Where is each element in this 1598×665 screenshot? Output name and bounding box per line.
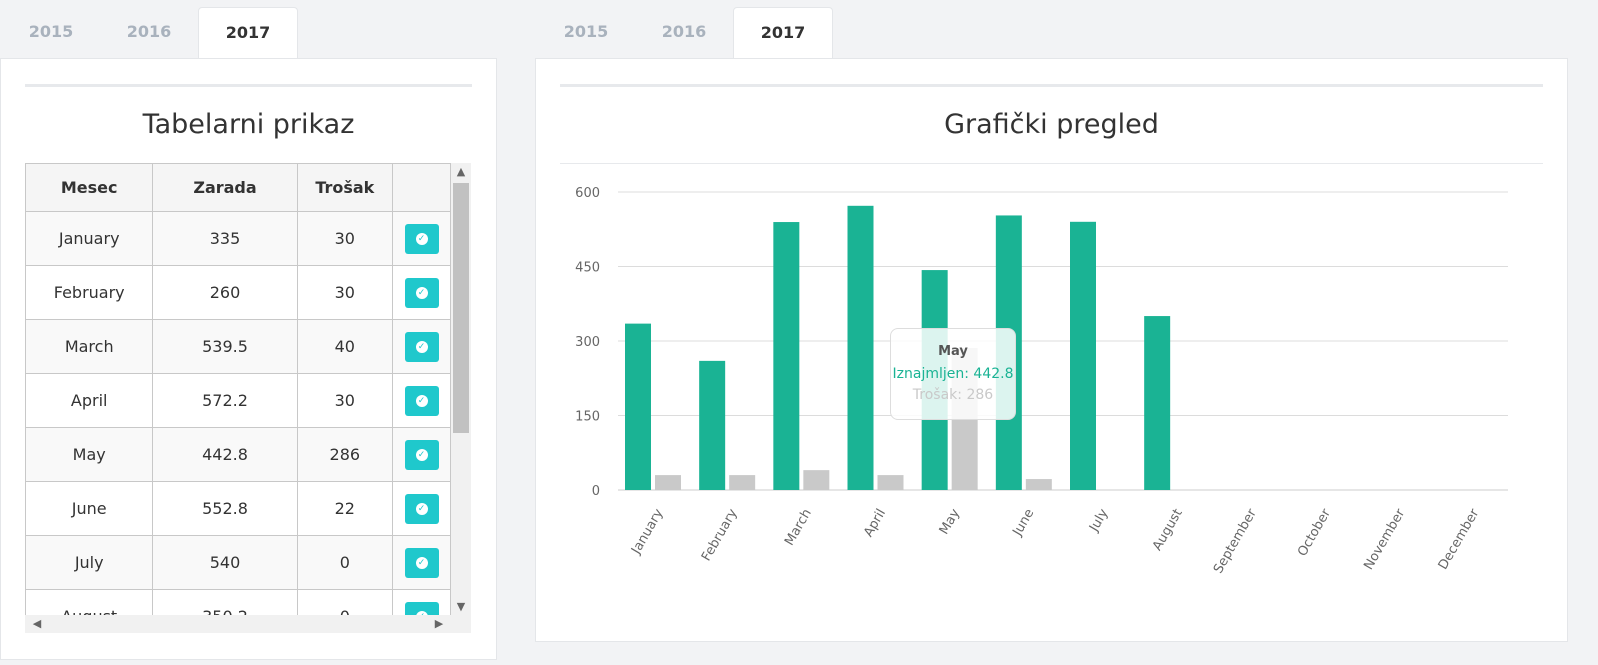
chart-title-separator <box>560 163 1543 164</box>
zarada-cell: 335 <box>152 211 298 266</box>
header-trosak: Trošak <box>296 163 394 212</box>
zarada-cell: 552.8 <box>152 481 298 536</box>
left-tab-2017[interactable]: 2017 <box>198 7 298 58</box>
trosak-cell: 40 <box>296 319 394 374</box>
table-row: August350.20 ✓ <box>25 589 451 615</box>
header-mesec: Mesec <box>25 163 154 212</box>
check-circle-icon: ✓ <box>415 502 428 515</box>
trosak-cell: 0 <box>296 535 394 590</box>
month-cell: April <box>25 373 154 428</box>
chevron-up-icon[interactable]: ▲ <box>456 165 466 178</box>
table-panel-title: Tabelarni prikaz <box>142 109 355 140</box>
table-row: May 442.8 286 ✓ <box>25 427 451 482</box>
action-cell: ✓ <box>392 427 451 482</box>
action-cell: ✓ <box>392 535 451 590</box>
tooltip-month: May <box>938 344 968 359</box>
row-select-button[interactable]: ✓ <box>404 385 439 416</box>
check-circle-icon: ✓ <box>415 394 428 407</box>
right-tab-2016[interactable]: 2016 <box>661 22 707 41</box>
action-cell: ✓ <box>392 265 451 320</box>
check-circle-icon: ✓ <box>415 610 428 615</box>
chart-panel: Grafički pregled <box>535 58 1568 642</box>
action-cell: ✓ <box>392 211 451 266</box>
month-cell: May <box>25 427 154 482</box>
trosak-cell: 286 <box>296 427 394 482</box>
trosak-cell: 0 <box>296 589 394 615</box>
check-circle-icon: ✓ <box>415 340 428 353</box>
table-row: April 572.2 30 ✓ <box>25 373 451 428</box>
row-select-button[interactable]: ✓ <box>404 601 439 615</box>
month-cell: January <box>25 211 154 266</box>
left-tab-2016[interactable]: 2016 <box>126 22 172 41</box>
left-tab-2015[interactable]: 2015 <box>28 22 74 41</box>
trosak-cell: 22 <box>296 481 394 536</box>
chart-panel-title: Grafički pregled <box>944 109 1159 140</box>
chevron-left-icon[interactable]: ◀ <box>32 617 42 630</box>
right-year-tabs: 2015 2016 2017 <box>537 7 833 59</box>
month-cell: August <box>25 589 154 615</box>
table-row: January 335 30 ✓ <box>25 211 451 266</box>
data-table: Mesec Zarada Trošak January 335 30 ✓ Februar… <box>25 163 451 615</box>
tooltip-cost: Trošak: 286 <box>912 387 994 403</box>
tooltip-income: Iznajmljen: 442.8 <box>892 366 1014 382</box>
month-cell: July <box>25 535 154 590</box>
table-row: July 540 0 ✓ <box>25 535 451 590</box>
zarada-cell: 350.2 <box>152 589 298 615</box>
month-cell: March <box>25 319 154 374</box>
check-circle-icon: ✓ <box>415 232 428 245</box>
action-cell: ✓ <box>392 373 451 428</box>
zarada-cell: 260 <box>152 265 298 320</box>
panel-top-line <box>560 84 1543 87</box>
table-scroll-area: Mesec Zarada Trošak January 335 30 ✓ Februar… <box>25 163 451 615</box>
zarada-cell: 540 <box>152 535 298 590</box>
chart-tooltip: May Iznajmljen: 442.8 Trošak: 286 <box>890 328 1016 420</box>
check-circle-icon: ✓ <box>415 556 428 569</box>
month-cell: February <box>25 265 154 320</box>
check-circle-icon: ✓ <box>415 448 428 461</box>
scrollbar-thumb[interactable] <box>453 183 469 433</box>
chevron-right-icon[interactable]: ▶ <box>434 617 444 630</box>
table-row: March 539.5 40 ✓ <box>25 319 451 374</box>
panel-top-line <box>25 84 472 87</box>
header-action <box>392 163 451 212</box>
zarada-cell: 442.8 <box>152 427 298 482</box>
trosak-cell: 30 <box>296 211 394 266</box>
table-body: January 335 30 ✓ February 260 30 ✓ March 539.5 40 ✓… <box>25 211 451 615</box>
row-select-button[interactable]: ✓ <box>404 223 439 254</box>
row-select-button[interactable]: ✓ <box>404 331 439 362</box>
table-row: June 552.8 22 ✓ <box>25 481 451 536</box>
header-zarada: Zarada <box>152 163 298 212</box>
chevron-down-icon[interactable]: ▼ <box>456 600 466 613</box>
check-circle-icon: ✓ <box>415 286 428 299</box>
zarada-cell: 539.5 <box>152 319 298 374</box>
row-select-button[interactable]: ✓ <box>404 493 439 524</box>
action-cell: ✓ <box>392 589 451 615</box>
right-tab-2015[interactable]: 2015 <box>563 22 609 41</box>
zarada-cell: 572.2 <box>152 373 298 428</box>
table-row: February 260 30 ✓ <box>25 265 451 320</box>
table-header-row: Mesec Zarada Trošak <box>25 163 451 212</box>
action-cell: ✓ <box>392 481 451 536</box>
right-tab-2017[interactable]: 2017 <box>733 7 833 58</box>
vertical-scrollbar[interactable]: ▲ ▼ <box>451 163 471 615</box>
action-cell: ✓ <box>392 319 451 374</box>
row-select-button[interactable]: ✓ <box>404 277 439 308</box>
row-select-button[interactable]: ✓ <box>404 547 439 578</box>
trosak-cell: 30 <box>296 373 394 428</box>
left-year-tabs: 2015 2016 2017 <box>2 7 298 59</box>
trosak-cell: 30 <box>296 265 394 320</box>
row-select-button[interactable]: ✓ <box>404 439 439 470</box>
horizontal-scrollbar[interactable]: ◀ ▶ <box>25 615 471 633</box>
month-cell: June <box>25 481 154 536</box>
